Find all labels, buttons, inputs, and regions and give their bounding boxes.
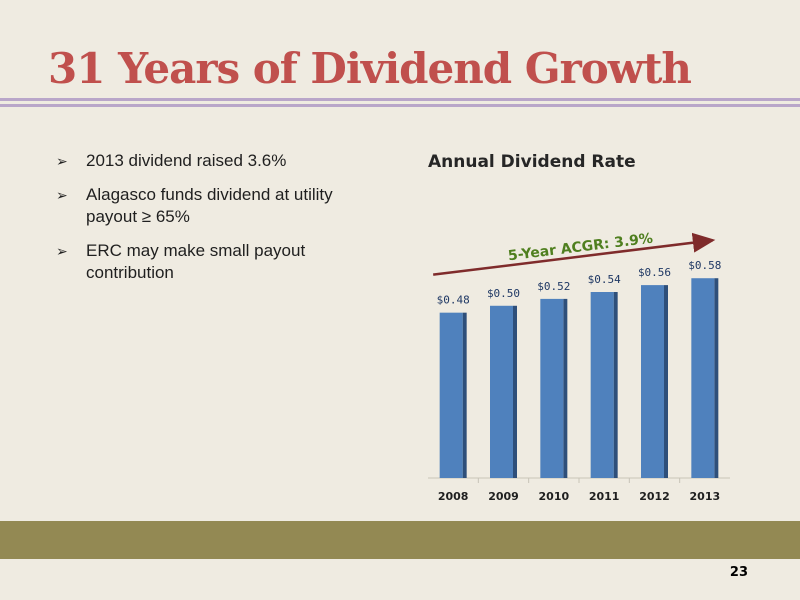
trend-arrow [433, 232, 716, 276]
x-tick-label: 2013 [690, 490, 721, 503]
data-label: $0.48 [437, 294, 470, 307]
arrow-bullet-icon: ➢ [56, 187, 68, 203]
bar-2010 [540, 298, 564, 478]
bar-shadow [664, 285, 668, 478]
arrow-bullet-icon: ➢ [56, 243, 68, 259]
x-tick-label: 2010 [539, 490, 570, 503]
growth-annotation: 5-Year ACGR: 3.9% [507, 231, 654, 265]
bullet-item: ➢ Alagasco funds dividend at utility payo… [56, 184, 376, 228]
bar-2008 [439, 312, 463, 478]
dividend-bar-chart: $0.48 2008 $0.50 2009 $0.52 2010 $0.54 2011 $0.5… [428, 231, 730, 503]
bar-2013 [691, 278, 715, 478]
page-number: 23 [729, 565, 748, 580]
arrow-bullet-icon: ➢ [56, 153, 68, 169]
bar-2011 [590, 292, 614, 478]
data-label: $0.54 [588, 273, 621, 286]
x-tick-label: 2011 [589, 490, 620, 503]
bar-shadow [613, 292, 618, 478]
bullet-item: ➢ ERC may make small payout contribution [56, 240, 376, 284]
chart-title: Annual Dividend Rate [428, 152, 636, 172]
bullet-text: ERC may make small payout contribution [86, 241, 306, 282]
data-label: $0.52 [537, 280, 570, 293]
bar-shadow [462, 312, 467, 478]
title-divider-bottom [0, 104, 800, 107]
bar-2012 [641, 285, 664, 478]
x-tick-label: 2008 [438, 490, 469, 503]
bullet-text: Alagasco funds dividend at utility payou… [86, 185, 333, 226]
title-divider-top [0, 98, 800, 101]
x-tick-label: 2009 [488, 490, 519, 503]
x-tick-label: 2012 [639, 490, 670, 503]
data-label: $0.56 [638, 266, 671, 279]
bullet-text: 2013 dividend raised 3.6% [86, 151, 287, 170]
slide-title: 31 Years of Dividend Growth [48, 44, 692, 93]
bar-2009 [490, 305, 513, 478]
bullet-list: ➢ 2013 dividend raised 3.6% ➢ Alagasco fun… [56, 150, 376, 296]
footer-band [0, 521, 800, 559]
bar-shadow [563, 298, 568, 478]
data-label: $0.58 [688, 259, 721, 272]
data-label: $0.50 [487, 287, 520, 300]
bar-shadow [714, 278, 719, 478]
bar-shadow [513, 305, 517, 478]
bullet-item: ➢ 2013 dividend raised 3.6% [56, 150, 376, 172]
